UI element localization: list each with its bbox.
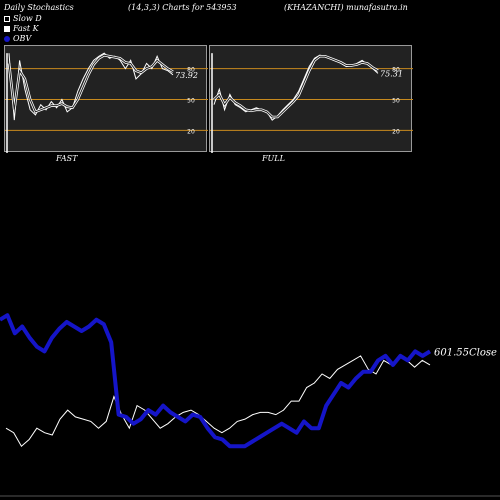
legend-slow-d: Slow D: [4, 14, 42, 23]
chart-params: (14,3,3) Charts for 543953: [128, 3, 237, 12]
band-label: 20: [392, 128, 400, 135]
legend-label: OBV: [13, 34, 32, 43]
fast-k-line: [8, 52, 174, 121]
close-value-label: 601.55Close: [434, 347, 497, 358]
price-line: [5, 355, 431, 448]
fast-stochastics-panel: 20 50 80 73.92: [4, 45, 208, 153]
band-label: 80: [187, 67, 195, 74]
chart-title: Daily Stochastics: [4, 3, 74, 12]
legend-obv: OBV: [4, 34, 31, 43]
last-value-label: 73.92: [175, 71, 198, 80]
legend-swatch: [4, 15, 10, 22]
band-label: 80: [392, 67, 400, 74]
legend-label: Fast K: [13, 24, 39, 33]
band-label: 50: [392, 98, 400, 105]
slow-d-line-inner: [213, 55, 379, 118]
legend-label: Slow D: [13, 14, 42, 23]
fast-panel-title: FAST: [56, 154, 78, 163]
full-stochastics-panel: 20 50 80 75.31: [209, 45, 413, 153]
full-panel-title: FULL: [262, 154, 285, 163]
legend-fast-k: Fast K: [4, 24, 39, 33]
legend-swatch: [4, 35, 10, 42]
slow-d-line-inner: [8, 54, 174, 113]
last-value-label: 75.31: [380, 69, 403, 78]
band-label: 50: [187, 98, 195, 105]
band-label: 20: [187, 128, 195, 135]
obv-line: [0, 313, 432, 449]
chart-symbol: (KHAZANCHI) munafasutra.in: [284, 3, 408, 12]
legend-swatch: [4, 25, 10, 32]
